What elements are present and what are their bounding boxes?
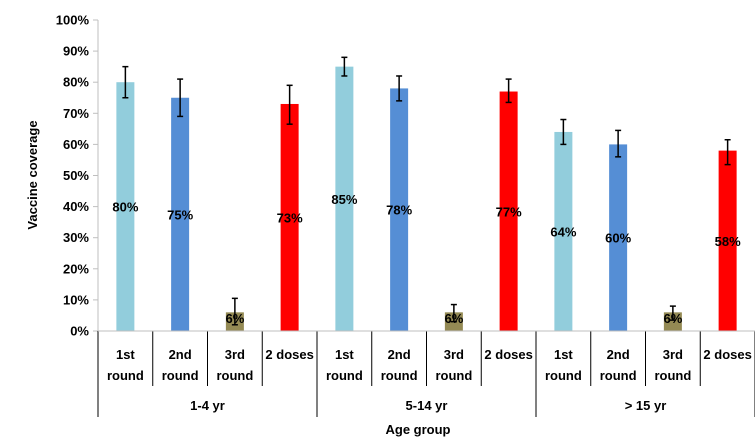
y-tick-label: 30% bbox=[63, 230, 89, 245]
data-label: 85% bbox=[331, 192, 357, 207]
data-label: 6% bbox=[225, 311, 244, 326]
category-label-line1: 2 doses bbox=[484, 347, 532, 362]
category-label-line2: round bbox=[654, 368, 691, 383]
data-label: 60% bbox=[605, 231, 631, 246]
category-label-line1: 1st bbox=[335, 347, 354, 362]
y-tick-label: 80% bbox=[63, 75, 89, 90]
data-label: 73% bbox=[277, 210, 303, 225]
bar bbox=[554, 131, 573, 331]
y-tick-label: 10% bbox=[63, 292, 89, 307]
group-label: > 15 yr bbox=[625, 398, 667, 413]
category-label-line1: 1st bbox=[554, 347, 573, 362]
data-label: 77% bbox=[496, 204, 522, 219]
category-label-line2: round bbox=[216, 368, 253, 383]
bar bbox=[718, 150, 737, 331]
y-tick-label: 100% bbox=[56, 13, 90, 28]
data-label: 6% bbox=[444, 311, 463, 326]
y-tick-label: 60% bbox=[63, 137, 89, 152]
x-axis-categories: 1st round 2nd round 3rd round 2 doses 1st round 2… bbox=[97, 330, 755, 417]
bar bbox=[390, 88, 409, 331]
data-label: 6% bbox=[663, 311, 682, 326]
bar bbox=[116, 82, 135, 331]
y-tick-label: 90% bbox=[63, 44, 89, 59]
category-label-line1: 3rd bbox=[663, 347, 683, 362]
category-label-line2: round bbox=[600, 368, 637, 383]
category-label-line1: 2 doses bbox=[265, 347, 313, 362]
category-label-line2: round bbox=[435, 368, 472, 383]
y-tick-label: 0% bbox=[70, 324, 89, 339]
data-label: 64% bbox=[550, 224, 576, 239]
category-label-line1: 3rd bbox=[225, 347, 245, 362]
y-axis-title: Vaccine coverage bbox=[25, 120, 40, 229]
category-label-line1: 1st bbox=[116, 347, 135, 362]
category-label-line1: 2nd bbox=[169, 347, 192, 362]
group-label: 5-14 yr bbox=[406, 398, 448, 413]
data-label: 75% bbox=[167, 207, 193, 222]
y-tick-label: 70% bbox=[63, 106, 89, 121]
data-label: 80% bbox=[112, 200, 138, 215]
y-tick-label: 20% bbox=[63, 261, 89, 276]
category-label-line1: 2 doses bbox=[703, 347, 751, 362]
category-label-line1: 2nd bbox=[388, 347, 411, 362]
data-label: 78% bbox=[386, 203, 412, 218]
bar bbox=[609, 144, 628, 331]
bar bbox=[663, 312, 682, 331]
bar bbox=[280, 103, 299, 331]
category-label-line2: round bbox=[326, 368, 363, 383]
group-label: 1-4 yr bbox=[190, 398, 225, 413]
data-label: 58% bbox=[715, 234, 741, 249]
category-label-line2: round bbox=[381, 368, 418, 383]
category-label-line2: round bbox=[162, 368, 199, 383]
bar bbox=[171, 97, 190, 331]
bar bbox=[335, 66, 354, 332]
category-label-line2: round bbox=[545, 368, 582, 383]
y-tick-label: 40% bbox=[63, 199, 89, 214]
y-tick-label: 50% bbox=[63, 168, 89, 183]
category-label-line2: round bbox=[107, 368, 144, 383]
bars: 80% 75% 6% 73% 85% 78% 6% 77% 64% 60% 6% 58% bbox=[112, 56, 741, 332]
y-axis-ticks: 0% 10% 20% 30% 40% 50% 60% 70% 80% 90% 100% bbox=[56, 13, 98, 339]
category-label-line1: 2nd bbox=[607, 347, 630, 362]
bar bbox=[499, 91, 518, 331]
category-label-line1: 3rd bbox=[444, 347, 464, 362]
x-axis-title: Age group bbox=[386, 422, 451, 437]
